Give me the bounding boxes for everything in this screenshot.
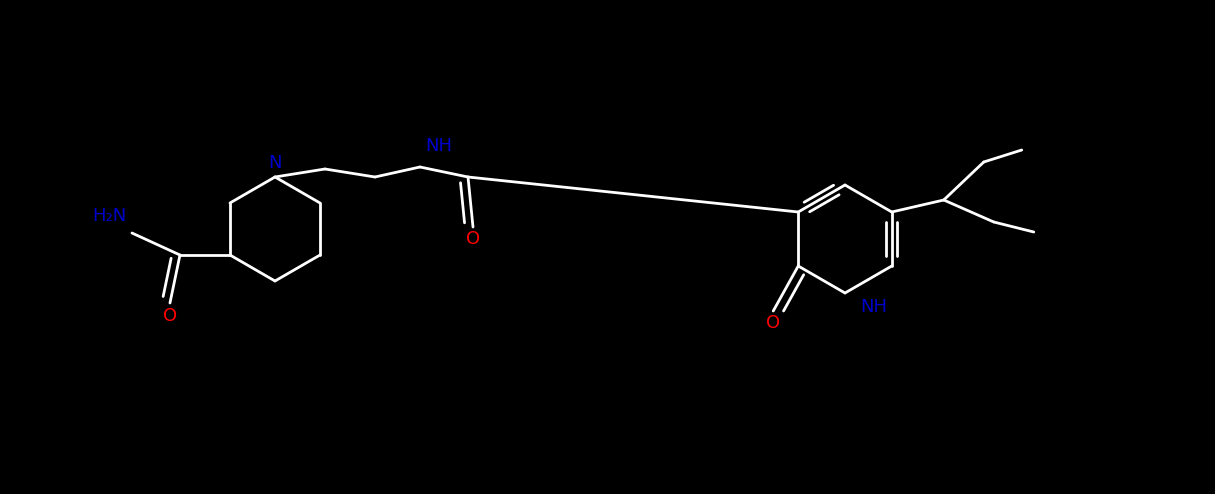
Text: H₂N: H₂N [92, 207, 126, 225]
Text: NH: NH [860, 298, 887, 316]
Text: NH: NH [425, 137, 452, 155]
Text: O: O [767, 314, 780, 332]
Text: O: O [465, 230, 480, 248]
Text: O: O [163, 307, 177, 325]
Text: N: N [269, 154, 282, 172]
